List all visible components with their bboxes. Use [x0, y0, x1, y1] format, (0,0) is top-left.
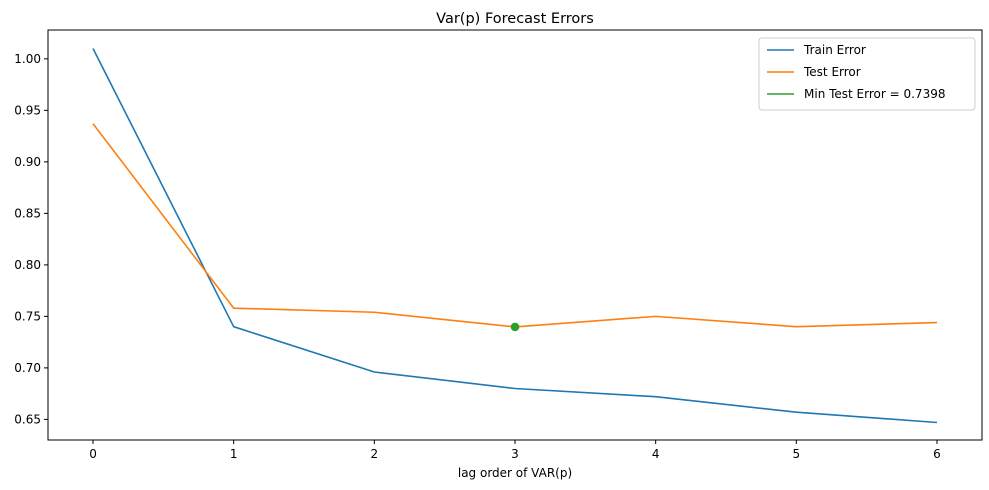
chart-title: Var(p) Forecast Errors — [436, 11, 594, 27]
y-tick-label: 0.90 — [14, 155, 41, 169]
x-tick-label: 0 — [89, 447, 97, 461]
y-tick-label: 0.75 — [14, 309, 41, 323]
legend-label: Train Error — [803, 43, 866, 57]
min-test-error-point — [510, 322, 520, 332]
x-axis: 0 1 2 3 4 5 6 — [89, 440, 941, 461]
y-tick-label: 0.65 — [14, 412, 41, 426]
x-tick-label: 3 — [511, 447, 519, 461]
series-line-test-error — [92, 123, 938, 328]
x-tick-label: 2 — [371, 447, 379, 461]
x-tick-label: 1 — [230, 447, 238, 461]
x-tick-label: 6 — [933, 447, 941, 461]
series-line-train-error — [92, 48, 938, 424]
y-tick-label: 0.80 — [14, 258, 41, 272]
legend-label: Min Test Error = 0.7398 — [804, 87, 945, 101]
x-tick-label: 4 — [652, 447, 660, 461]
y-tick-label: 1.00 — [14, 52, 41, 66]
y-tick-label: 0.85 — [14, 206, 41, 220]
y-tick-label: 0.70 — [14, 361, 41, 375]
y-tick-label: 0.95 — [14, 103, 41, 117]
y-axis: 0.65 0.70 0.75 0.80 0.85 0.90 0.95 1.00 — [14, 52, 48, 426]
legend-box — [758, 37, 976, 111]
legend-label: Test Error — [803, 65, 861, 79]
x-tick-label: 5 — [793, 447, 801, 461]
legend: Train Error Test Error Min Test Error = 0.… — [758, 37, 976, 111]
x-axis-label: lag order of VAR(p) — [458, 466, 572, 480]
